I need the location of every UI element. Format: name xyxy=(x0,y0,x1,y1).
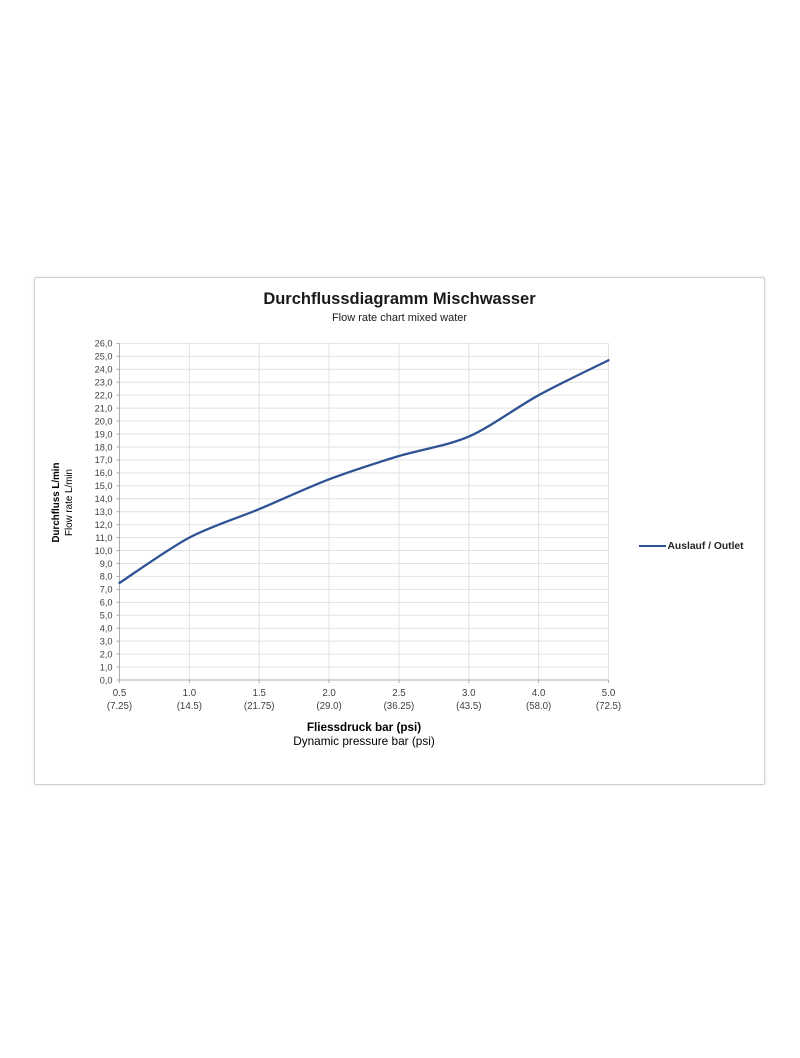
svg-text:9,0: 9,0 xyxy=(100,559,113,569)
svg-text:25,0: 25,0 xyxy=(95,352,113,362)
svg-text:5.0: 5.0 xyxy=(602,688,616,699)
svg-text:15,0: 15,0 xyxy=(95,481,113,491)
svg-text:0.5: 0.5 xyxy=(113,688,126,699)
svg-text:7,0: 7,0 xyxy=(100,585,113,595)
svg-text:19,0: 19,0 xyxy=(95,429,113,439)
svg-text:21,0: 21,0 xyxy=(95,403,113,413)
svg-text:13,0: 13,0 xyxy=(95,507,113,517)
svg-text:(43.5): (43.5) xyxy=(456,701,481,712)
svg-text:(72.5): (72.5) xyxy=(596,701,621,712)
svg-text:24,0: 24,0 xyxy=(95,365,113,375)
svg-text:23,0: 23,0 xyxy=(95,378,113,388)
svg-text:10,0: 10,0 xyxy=(95,546,113,556)
svg-text:8,0: 8,0 xyxy=(100,572,113,582)
svg-text:11,0: 11,0 xyxy=(95,533,112,543)
svg-text:4,0: 4,0 xyxy=(100,624,113,634)
svg-text:2.5: 2.5 xyxy=(392,688,405,699)
svg-text:2,0: 2,0 xyxy=(100,649,113,659)
svg-text:16,0: 16,0 xyxy=(95,468,113,478)
svg-text:5,0: 5,0 xyxy=(100,611,113,621)
svg-text:22,0: 22,0 xyxy=(95,390,113,400)
svg-text:17,0: 17,0 xyxy=(95,455,113,465)
svg-text:1,0: 1,0 xyxy=(100,662,113,672)
svg-text:(29.0): (29.0) xyxy=(316,701,341,712)
svg-text:18,0: 18,0 xyxy=(95,442,113,452)
svg-text:4.0: 4.0 xyxy=(532,688,546,699)
svg-text:2.0: 2.0 xyxy=(322,688,336,699)
svg-text:3,0: 3,0 xyxy=(100,636,113,646)
svg-text:(21.75): (21.75) xyxy=(244,701,275,712)
svg-text:20,0: 20,0 xyxy=(95,416,113,426)
svg-text:12,0: 12,0 xyxy=(95,520,113,530)
svg-text:1.5: 1.5 xyxy=(252,688,265,699)
svg-text:1.0: 1.0 xyxy=(183,688,197,699)
svg-text:3.0: 3.0 xyxy=(462,688,476,699)
svg-text:14,0: 14,0 xyxy=(95,494,113,504)
svg-text:26,0: 26,0 xyxy=(95,339,113,349)
svg-text:(14.5): (14.5) xyxy=(177,701,202,712)
svg-text:(7.25): (7.25) xyxy=(107,701,132,712)
svg-text:6,0: 6,0 xyxy=(100,598,113,608)
svg-text:0,0: 0,0 xyxy=(100,675,113,685)
svg-text:(36.25): (36.25) xyxy=(384,701,415,712)
svg-text:(58.0): (58.0) xyxy=(526,701,551,712)
